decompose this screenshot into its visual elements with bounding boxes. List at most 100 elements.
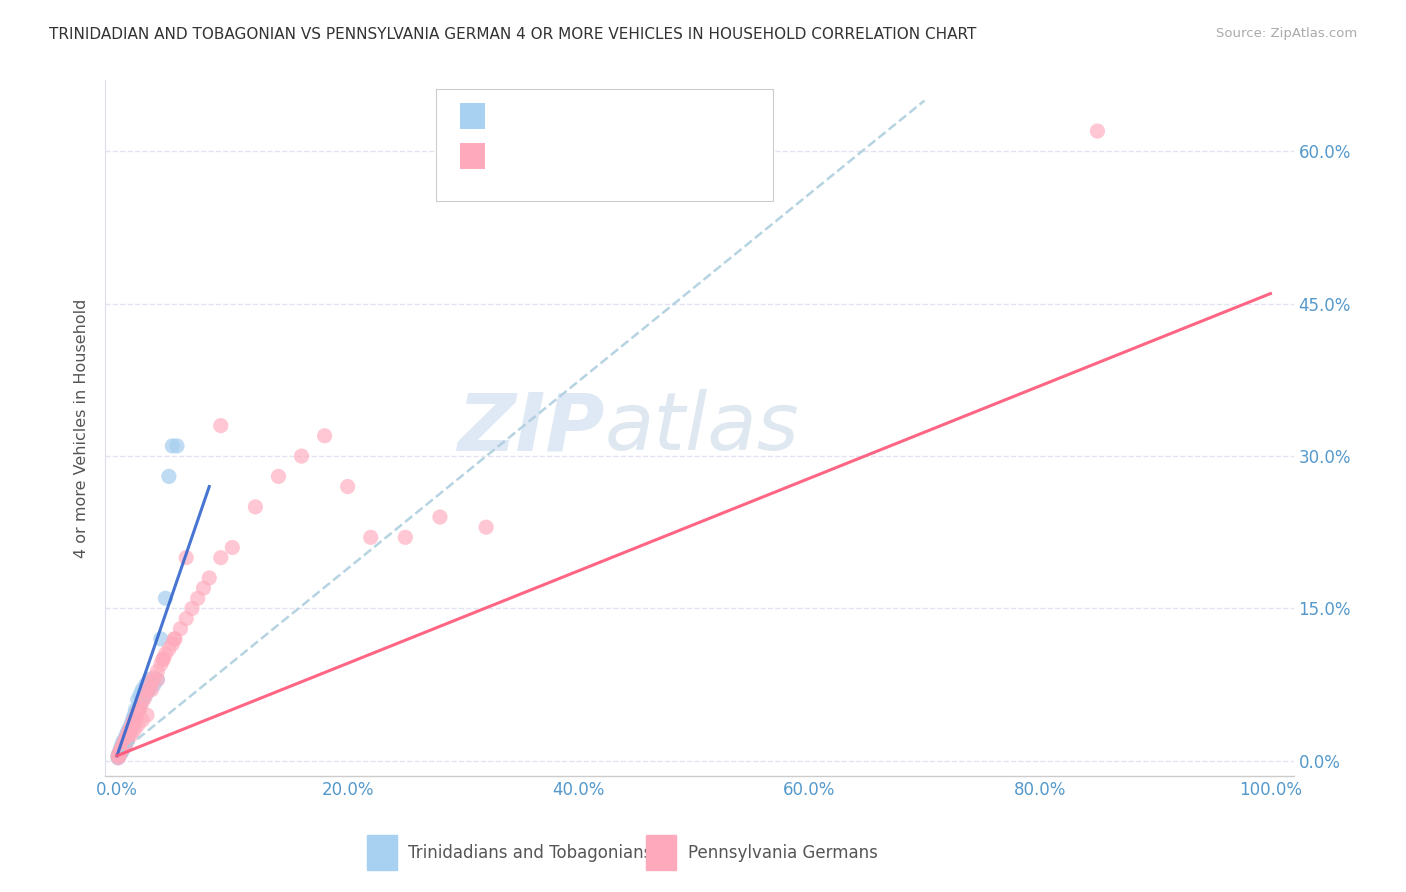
Point (267, 469, 290, 483)
Text: 68: 68 (655, 147, 678, 165)
Point (110, 744, 132, 758)
Point (135, 678, 157, 692)
Point (117, 731, 139, 746)
Point (152, 652, 174, 666)
Point (107, 751, 129, 765)
Point (138, 673, 160, 687)
Text: ZIP: ZIP (457, 389, 605, 467)
Point (149, 657, 172, 672)
Point (162, 439, 184, 453)
Point (114, 731, 136, 746)
Point (124, 711, 146, 725)
Point (138, 682, 160, 697)
Point (129, 698, 152, 712)
Y-axis label: 4 or more Vehicles in Household: 4 or more Vehicles in Household (75, 299, 90, 558)
Point (169, 622, 191, 636)
Point (125, 708, 148, 723)
Point (118, 723, 141, 738)
Point (124, 713, 146, 727)
Point (162, 637, 184, 651)
Point (124, 723, 146, 738)
Point (127, 705, 149, 719)
Point (115, 731, 138, 746)
Point (221, 541, 243, 555)
Point (131, 695, 153, 709)
Point (163, 632, 186, 646)
Point (114, 739, 136, 753)
Text: R =: R = (496, 107, 536, 125)
Point (111, 735, 134, 749)
Point (122, 718, 145, 732)
Text: N =: N = (598, 147, 655, 165)
Text: N =: N = (598, 107, 655, 125)
Point (128, 703, 150, 717)
Point (198, 571, 221, 585)
Point (107, 749, 129, 764)
Point (107, 748, 129, 763)
Point (157, 642, 180, 657)
Point (134, 690, 156, 705)
Point (394, 530, 416, 544)
Point (136, 684, 159, 698)
Point (129, 688, 152, 702)
Point (112, 733, 135, 747)
Point (117, 728, 139, 742)
Point (122, 715, 145, 730)
Point (155, 591, 177, 606)
Point (120, 728, 142, 742)
Point (110, 739, 132, 753)
Point (117, 731, 139, 746)
Point (122, 711, 145, 725)
Point (111, 741, 134, 756)
Point (108, 746, 131, 760)
Point (112, 739, 135, 753)
Point (360, 530, 382, 544)
Point (131, 693, 153, 707)
Point (111, 741, 134, 756)
Point (110, 741, 132, 756)
Point (124, 708, 146, 723)
Point (181, 601, 204, 615)
Point (108, 747, 131, 762)
Point (121, 715, 143, 730)
Point (114, 739, 136, 753)
Point (120, 718, 142, 732)
Point (115, 728, 138, 742)
Point (117, 728, 139, 742)
Bar (645, 835, 676, 870)
Point (174, 550, 197, 565)
Point (174, 612, 197, 626)
Point (138, 681, 160, 695)
Point (107, 748, 129, 763)
Point (108, 746, 131, 760)
Point (111, 739, 134, 753)
Point (114, 735, 136, 749)
Point (117, 725, 139, 739)
Point (314, 429, 336, 443)
Point (155, 647, 177, 661)
Point (429, 510, 451, 524)
Point (157, 469, 180, 483)
Text: Source: ZipAtlas.com: Source: ZipAtlas.com (1216, 27, 1357, 40)
Point (120, 721, 142, 735)
Point (193, 581, 215, 595)
Point (127, 718, 149, 732)
Point (111, 742, 134, 756)
Point (108, 748, 131, 763)
Point (112, 735, 135, 749)
Text: Pennsylvania Germans: Pennsylvania Germans (688, 844, 877, 862)
Text: Trinidadians and Tobagonians: Trinidadians and Tobagonians (408, 844, 652, 862)
Text: R =: R = (496, 147, 536, 165)
Point (146, 673, 169, 687)
Bar (367, 835, 396, 870)
Point (110, 745, 132, 759)
Point (149, 632, 172, 646)
Point (115, 735, 138, 749)
Point (121, 718, 143, 732)
Point (129, 701, 152, 715)
Point (141, 682, 163, 697)
Text: 0.526: 0.526 (541, 107, 593, 125)
Point (120, 723, 142, 738)
Point (110, 747, 132, 761)
Point (136, 708, 159, 723)
